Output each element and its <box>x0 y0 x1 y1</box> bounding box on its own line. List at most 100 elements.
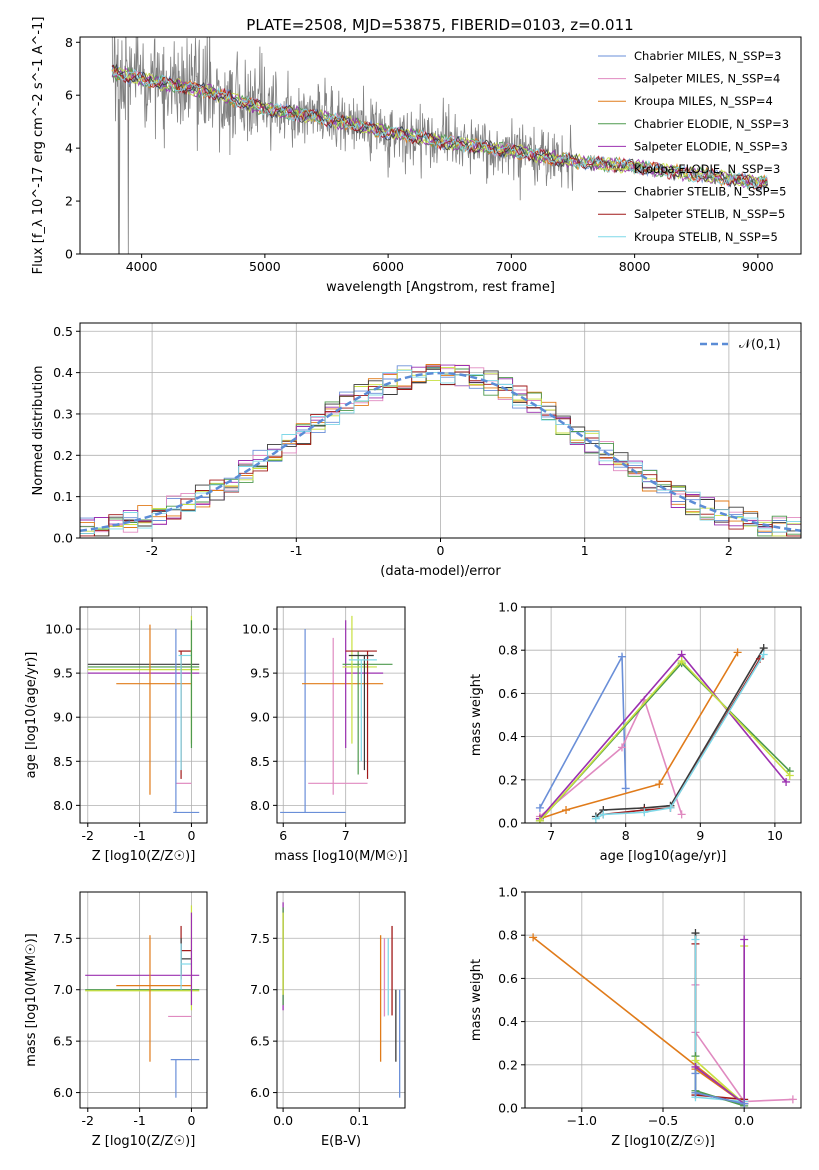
panel-residual-hist: -2 -1 0 1 2 0.0 0.1 0.2 0.3 0.4 0.5 (data-model)/er… <box>31 322 802 579</box>
y-tick-label: 7.5 <box>250 931 270 946</box>
y-tick-label: 6.0 <box>53 1085 73 1100</box>
y-tick-label: 0.6 <box>498 971 518 986</box>
x-axis-label: E(B-V) <box>321 1134 361 1149</box>
x-tick-label: -2 <box>82 1113 94 1128</box>
y-tick-label: 0.3 <box>53 406 73 421</box>
y-tick-label: 6.5 <box>53 1034 73 1049</box>
axes-frame <box>276 606 406 824</box>
panel-mass-vs-Z: -2 -1 0 6.0 6.5 7.0 7.5 Z [log10(Z/Z☉)] mass [lo… <box>24 891 208 1149</box>
x-tick-label: -2 <box>82 828 94 843</box>
x-tick-label: 4000 <box>126 259 158 274</box>
x-tick-label: -1 <box>290 543 302 558</box>
series-line-2 <box>539 651 739 820</box>
x-tick-label: 10 <box>767 828 783 843</box>
data-point-marker <box>535 816 544 823</box>
x-tick-label: 0 <box>437 543 445 558</box>
x-tick-label: 0.0 <box>734 1113 754 1128</box>
data-point-marker <box>617 743 626 752</box>
legend-label: Salpeter ELODIE, N_SSP=3 <box>634 139 788 153</box>
x-tick-label: -1 <box>133 1113 145 1128</box>
y-tick-label: 2 <box>65 194 73 209</box>
x-axis-label: age [log10(age/yr)] <box>600 849 727 864</box>
x-tick-label: 1 <box>581 543 589 558</box>
plot-area <box>80 323 801 538</box>
y-tick-label: 10.0 <box>242 622 270 637</box>
x-tick-label: −1.0 <box>567 1113 597 1128</box>
data-point-marker <box>691 935 700 944</box>
x-tick-label: 0.1 <box>349 1113 369 1128</box>
series-line-6 <box>694 946 746 1106</box>
x-tick-label: 0.0 <box>273 1113 293 1128</box>
plot-area <box>525 607 801 823</box>
x-tick-label: 5000 <box>249 259 281 274</box>
x-tick-label: 8000 <box>619 259 651 274</box>
x-tick-label: 8 <box>622 828 630 843</box>
y-tick-label: 0.0 <box>498 1101 518 1116</box>
data-point-marker <box>617 652 626 661</box>
legend-label: Salpeter MILES, N_SSP=4 <box>634 72 780 86</box>
axes-frame <box>79 606 208 824</box>
y-tick-label: 0.1 <box>53 489 73 504</box>
normal-curve <box>80 371 801 533</box>
y-tick-label: 6.0 <box>250 1085 270 1100</box>
model-spectrum-2 <box>111 69 768 190</box>
y-axis-label: mass weight <box>469 959 484 1041</box>
plot-area <box>525 892 801 1108</box>
legend-label: Chabrier MILES, N_SSP=3 <box>634 49 781 63</box>
x-axis-label: mass [log10(M/M☉)] <box>274 849 407 864</box>
legend-label: 𝒩(0,1) <box>739 336 781 351</box>
x-tick-label: 0 <box>187 1113 195 1128</box>
y-tick-label: 1.0 <box>498 600 518 615</box>
y-tick-label: 4 <box>65 141 73 156</box>
data-point-marker <box>666 803 675 812</box>
data-point-marker <box>677 810 686 819</box>
y-tick-label: 8 <box>65 35 73 50</box>
x-tick-label: 6 <box>279 828 287 843</box>
data-point-marker <box>529 933 538 942</box>
y-tick-label: 7.0 <box>250 982 270 997</box>
x-tick-label: -1 <box>133 828 145 843</box>
x-axis-label: Z [log10(Z/Z☉)] <box>92 849 196 864</box>
legend-label: Chabrier ELODIE, N_SSP=3 <box>634 117 789 131</box>
legend-label: Chabrier STELIB, N_SSP=5 <box>634 185 786 199</box>
x-tick-label: 7 <box>342 828 350 843</box>
plot-area <box>80 892 207 1108</box>
axes-frame <box>79 36 802 255</box>
y-tick-label: 10.0 <box>45 622 73 637</box>
y-tick-label: 1.0 <box>498 885 518 900</box>
y-tick-label: 8.0 <box>53 798 73 813</box>
data-point-marker <box>640 808 649 817</box>
y-tick-label: 9.5 <box>53 666 73 681</box>
data-point-marker <box>599 810 608 819</box>
panel-mass-weight-vs-age: 7 8 9 10 0.0 0.2 0.4 0.6 0.8 1.0 age [log10(age/yr… <box>469 600 802 864</box>
model-spectrum-4 <box>111 67 768 189</box>
figure-title: PLATE=2508, MJD=53875, FIBERID=0103, z=0… <box>246 16 633 34</box>
legend-label: Kroupa ELODIE, N_SSP=3 <box>634 162 780 176</box>
x-tick-label: −0.5 <box>648 1113 678 1128</box>
legend-label: Kroupa STELIB, N_SSP=5 <box>634 230 778 244</box>
panel-spectrum: 4000 5000 6000 7000 8000 9000 0 2 4 6 8 wavelength … <box>31 17 802 295</box>
x-tick-label: 0 <box>187 828 195 843</box>
x-tick-label: 9 <box>696 828 704 843</box>
legend-label: Kroupa MILES, N_SSP=4 <box>634 94 773 108</box>
y-tick-label: 9.0 <box>250 710 270 725</box>
y-tick-label: 9.5 <box>250 666 270 681</box>
plot-area <box>277 892 405 1108</box>
x-tick-label: 2 <box>725 543 733 558</box>
x-tick-label: 7000 <box>495 259 527 274</box>
data-point-marker <box>621 784 630 793</box>
y-tick-label: 6.5 <box>250 1034 270 1049</box>
y-axis-label: mass weight <box>469 674 484 756</box>
y-axis-label: age [log10(age/yr)] <box>24 652 39 779</box>
x-axis-label: wavelength [Angstrom, rest frame] <box>326 280 555 295</box>
data-point-marker <box>535 803 544 812</box>
data-point-marker <box>788 1095 797 1104</box>
data-point-marker <box>691 1069 700 1078</box>
model-spectrum-7 <box>111 64 768 190</box>
x-axis-label: Z [log10(Z/Z☉)] <box>92 1134 196 1149</box>
series-line-0 <box>539 653 627 809</box>
y-tick-label: 7.0 <box>53 982 73 997</box>
data-point-marker <box>655 780 664 789</box>
data-point-marker <box>782 777 791 786</box>
